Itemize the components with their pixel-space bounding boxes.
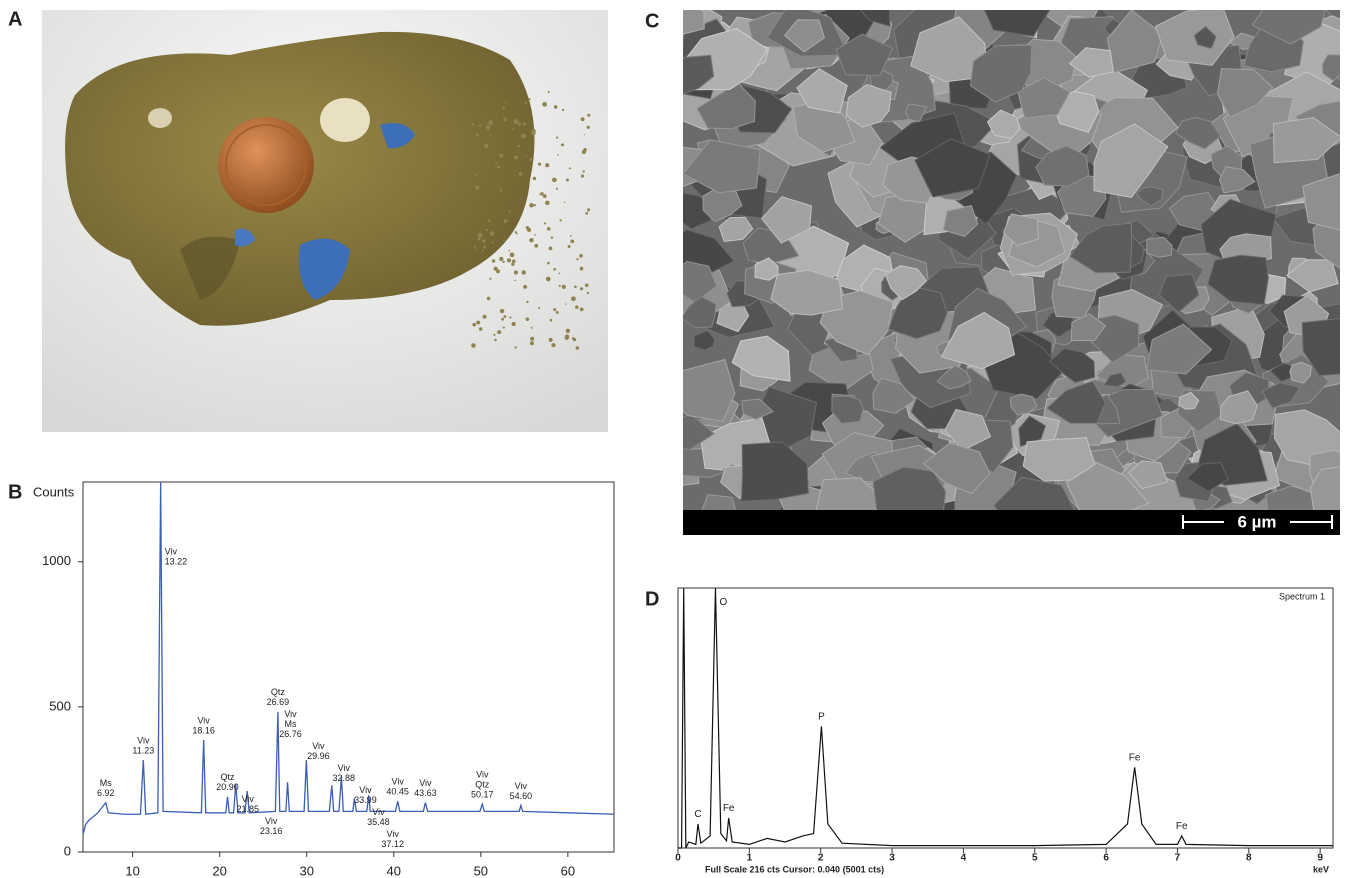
peak-label: Viv — [165, 546, 178, 556]
peak-label: 23.16 — [260, 826, 283, 836]
peak-label: Qtz — [220, 772, 235, 782]
peak-label: Qtz — [271, 687, 286, 697]
x-tick-label: 0 — [675, 853, 681, 864]
peak-label: 33.99 — [354, 795, 377, 805]
y-tick-label: 500 — [49, 698, 71, 713]
plot-frame — [678, 588, 1333, 848]
footer: Full Scale 216 cts Cursor: 0.040 (5001 c… — [705, 864, 884, 874]
x-tick-label: 1 — [747, 853, 753, 864]
peak-label: Viv — [359, 785, 372, 795]
peak-label: Ms — [100, 778, 112, 788]
x-tick-label: 2 — [818, 853, 824, 864]
peak-label: 11.23 — [132, 745, 154, 755]
peak-label: 35.48 — [367, 817, 390, 827]
panel-label: C — [645, 10, 659, 32]
peak-label: 6.92 — [97, 788, 115, 798]
y-axis-label: Counts — [33, 484, 75, 499]
peak-label: Viv — [372, 807, 385, 817]
peak-label: 21.85 — [237, 804, 260, 814]
x-tick-label: 8 — [1246, 853, 1252, 864]
peak-label: Fe — [1176, 821, 1188, 832]
peak-label: 43.63 — [414, 788, 437, 798]
chart-title: Spectrum 1 — [1279, 591, 1325, 601]
x-tick-label: 40 — [387, 863, 401, 878]
peak-label: Viv — [338, 763, 351, 773]
peak-label: 40.45 — [386, 787, 409, 797]
panel-label: B — [8, 481, 22, 503]
peak-label: Viv — [387, 829, 400, 839]
peak-label: Viv — [515, 781, 528, 791]
sem-image: 6 µm — [655, 0, 1347, 541]
peak-label: Viv — [392, 777, 405, 787]
peak-label: Ms — [285, 719, 297, 729]
panel-label: A — [8, 8, 22, 30]
x-tick-label: 20 — [212, 863, 226, 878]
photo — [42, 10, 608, 432]
peak-label: C — [694, 809, 701, 820]
x-tick-label: 60 — [561, 863, 575, 878]
x-tick-label: 9 — [1317, 853, 1323, 864]
x-axis-label: keV — [1313, 864, 1329, 874]
panel-label: D — [645, 588, 659, 610]
x-tick-label: 4 — [961, 853, 967, 864]
peak-label: P — [818, 712, 825, 723]
peak-label: 37.12 — [381, 839, 404, 849]
peak-label: O — [719, 597, 727, 608]
figure: A C 6 µm B D 10203040506005001000CountsM… — [0, 0, 1347, 878]
peak-label: Fe — [1129, 752, 1141, 763]
x-tick-label: 50 — [474, 863, 488, 878]
x-tick-label: 6 — [1103, 853, 1109, 864]
x-tick-label: 30 — [299, 863, 313, 878]
peak-label: 26.69 — [267, 697, 290, 707]
peak-label: 29.96 — [307, 751, 330, 761]
x-tick-label: 10 — [125, 863, 139, 878]
peak-label: 13.22 — [165, 556, 188, 566]
peak-label: 20.90 — [216, 782, 239, 792]
peak-label: Viv — [137, 735, 150, 745]
peak-label: Viv — [284, 709, 297, 719]
peak-label: Viv — [197, 715, 210, 725]
peak-label: Viv — [419, 778, 432, 788]
peak-label: Viv — [476, 769, 489, 779]
x-tick-label: 3 — [889, 853, 895, 864]
scale-bar-label: 6 µm — [1237, 512, 1276, 531]
peak-label: 18.16 — [192, 725, 215, 735]
peak-label: 50.17 — [471, 789, 494, 799]
x-tick-label: 5 — [1032, 853, 1038, 864]
peak-label: Viv — [312, 741, 325, 751]
peak-label: Viv — [265, 816, 278, 826]
y-tick-label: 0 — [64, 843, 71, 858]
peak-label: Fe — [723, 803, 735, 814]
peak-label: Qtz — [475, 779, 490, 789]
peak-label: 54.60 — [510, 791, 533, 801]
peak-label: 26.76 — [279, 729, 302, 739]
data-line — [678, 588, 1333, 848]
peak-label: 32.88 — [333, 773, 356, 783]
peak-label: Viv — [242, 794, 255, 804]
y-tick-label: 1000 — [42, 553, 71, 568]
x-tick-label: 7 — [1175, 853, 1181, 864]
